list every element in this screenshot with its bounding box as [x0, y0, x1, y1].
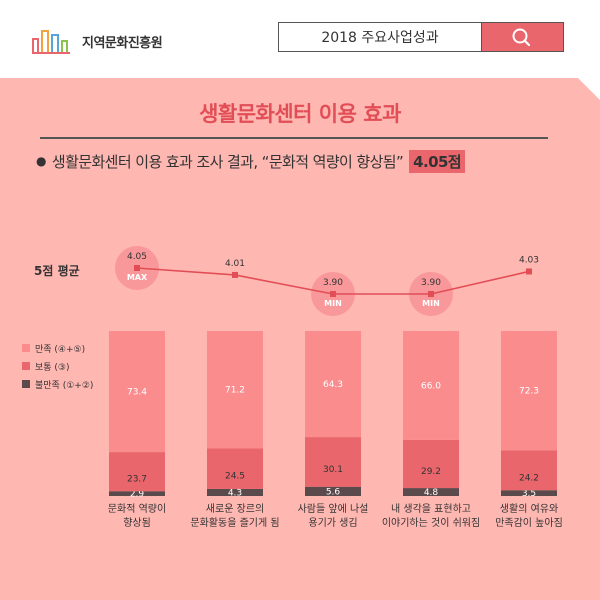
logo-mark-icon: [32, 28, 76, 54]
bar-segment: [403, 331, 459, 440]
bar-value-label: 71.2: [225, 386, 245, 396]
bar-segment: [109, 452, 165, 492]
bar-segment: [207, 488, 263, 496]
logo-text: 지역문화진흥원: [82, 35, 163, 51]
legend-label: 보통 (③): [35, 362, 70, 373]
legend-swatch: [22, 380, 30, 388]
logo[interactable]: 지역문화진흥원: [32, 28, 163, 54]
bar-value-label: 2.9: [130, 490, 145, 500]
subtitle: ● 생활문화센터 이용 효과 조사 결과, “문화적 역량이 향상됨” 4.05…: [36, 148, 465, 174]
header: 지역문화진흥원 2018 주요사업성과: [0, 0, 600, 78]
corner-fold: [578, 78, 600, 100]
category-label: 만족감이 높아짐: [495, 517, 563, 529]
bar-segment: [403, 439, 459, 489]
bar-value-label: 23.7: [127, 475, 147, 485]
page-title: 생활문화센터 이용 효과: [199, 102, 401, 126]
category-label: 새로운 장르의: [206, 503, 264, 515]
legend-swatch: [22, 362, 30, 370]
search-text: 2018 주요사업성과: [321, 30, 439, 46]
bullet-icon: ●: [36, 154, 46, 168]
category-label: 용기가 생김: [308, 517, 357, 529]
subtitle-text: 생활문화센터 이용 효과 조사 결과, “문화적 역량이 향상됨”: [51, 152, 404, 171]
bar-segment: [305, 331, 361, 438]
category-label: 내 생각을 표현하고: [391, 502, 471, 515]
legend-label: 불만족 (①+②): [35, 380, 93, 391]
bar-value-label: 66.0: [421, 381, 441, 391]
score-badge: 4.05점: [409, 149, 465, 173]
category-label: 생활의 여유와: [500, 502, 558, 515]
legend-label: 만족 (④+⑤): [35, 344, 85, 355]
search-button[interactable]: [482, 22, 564, 52]
bar-value-label: 30.1: [323, 465, 343, 475]
bar-value-label: 4.8: [424, 488, 439, 498]
bar-value-label: 24.2: [519, 473, 539, 483]
legend-swatch: [22, 344, 30, 352]
category-label: 문화활동을 즐기게 됨: [190, 516, 279, 529]
line-value-label: 4.01: [225, 259, 245, 269]
bar-value-label: 5.6: [326, 487, 341, 497]
search-text-box[interactable]: 2018 주요사업성과: [278, 22, 482, 52]
bar-segment: [207, 331, 263, 449]
search-icon: [512, 28, 531, 47]
bar-segment: [305, 437, 361, 487]
bar-segment: [109, 331, 165, 453]
category-label: 문화적 역량이: [108, 503, 166, 515]
bar-segment: [501, 490, 557, 496]
bar-value-label: 64.3: [323, 380, 343, 390]
category-label: 이야기하는 것이 쉬워짐: [382, 516, 480, 529]
bar-value-label: 73.4: [127, 388, 147, 398]
line-marker-label: MAX: [127, 273, 148, 282]
line-marker-label: MIN: [324, 299, 342, 308]
line-value-label: 3.90: [421, 278, 441, 288]
line-point: [232, 271, 238, 278]
bar-segment: [109, 491, 165, 496]
bar-segment: [501, 450, 557, 491]
bar-value-label: 3.5: [522, 489, 536, 499]
category-label: 향상됨: [123, 517, 151, 529]
bar-value-label: 29.2: [421, 467, 441, 477]
line-point: [428, 291, 434, 297]
line-series-label: 5점 평균: [34, 263, 80, 278]
bar-segment: [305, 486, 361, 496]
bar-value-label: 4.3: [228, 488, 242, 498]
bar-value-label: 24.5: [225, 472, 245, 482]
line-value-label: 4.03: [519, 255, 539, 265]
line-value-label: 4.05: [127, 252, 147, 262]
category-label: 사람들 앞에 나설: [298, 502, 369, 515]
bar-segment: [207, 448, 263, 489]
line-marker-label: MIN: [422, 299, 440, 308]
bar-segment: [403, 488, 459, 496]
line-point: [526, 268, 532, 275]
line-point: [330, 291, 336, 297]
bar-value-label: 72.3: [519, 387, 539, 397]
title-divider: [40, 137, 548, 139]
line-value-label: 3.90: [323, 278, 343, 288]
line-point: [134, 265, 140, 271]
bar-segment: [501, 331, 557, 451]
